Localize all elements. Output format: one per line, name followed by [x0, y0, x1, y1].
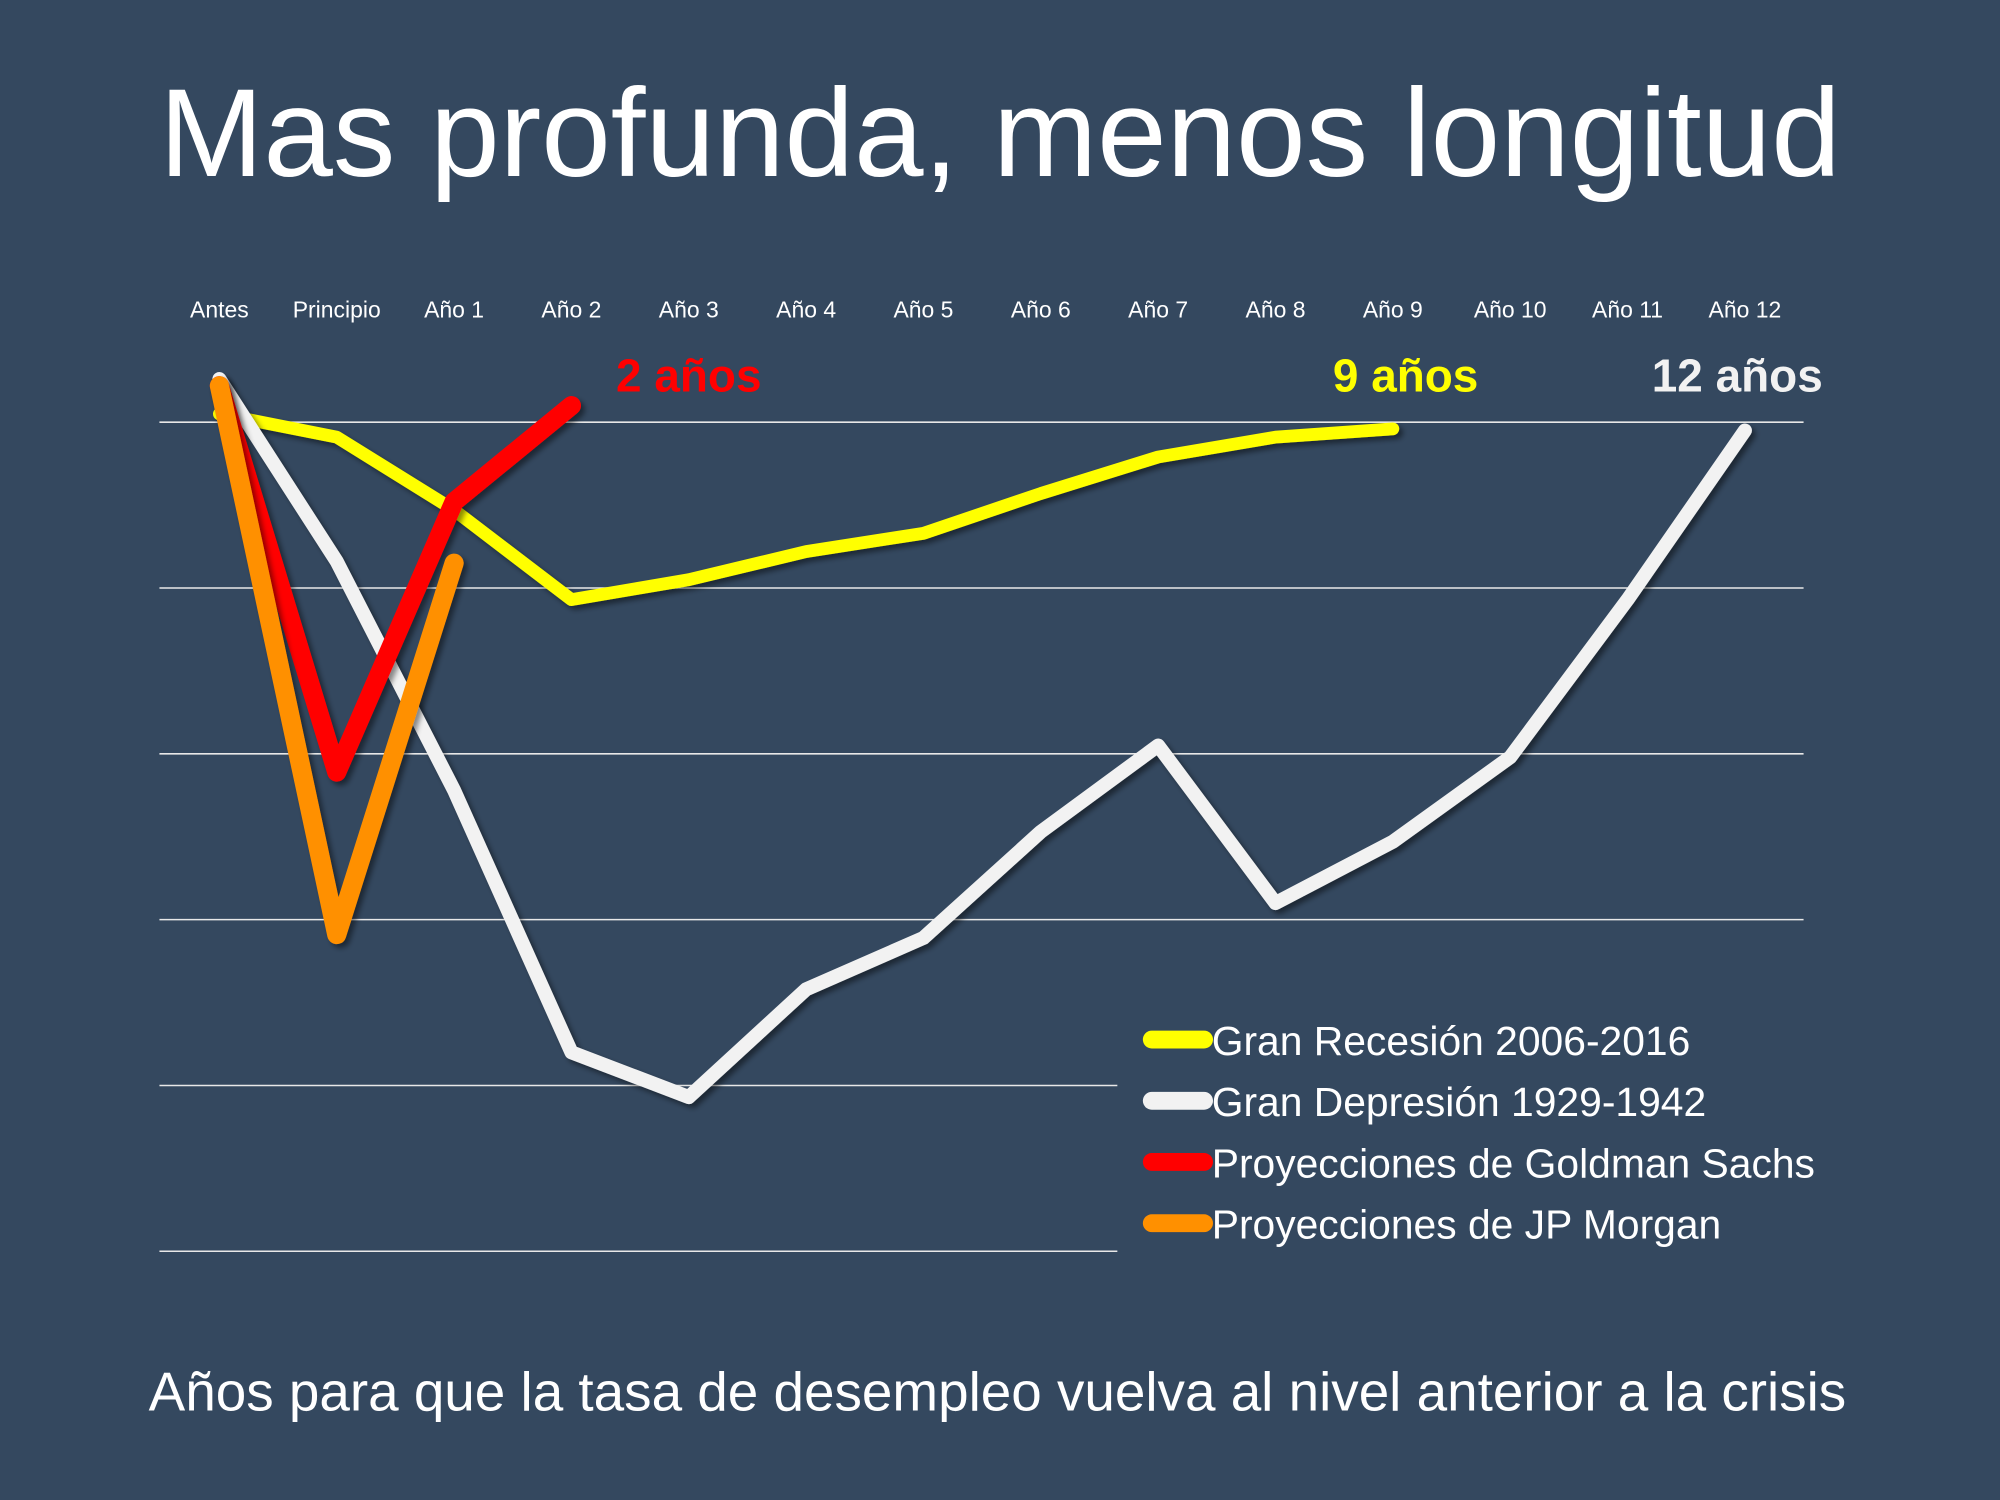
- legend-item: Proyecciones de JP Morgan: [1142, 1202, 1721, 1248]
- chart-title: Mas profunda, menos longitud: [159, 64, 1841, 203]
- series-line-3: [209, 376, 581, 782]
- x-tick-label: Año 6: [1011, 297, 1071, 323]
- legend-label: Gran Depresión 1929-1942: [1212, 1079, 1706, 1125]
- x-tick-label: Antes: [190, 297, 249, 323]
- x-tick-label: Año 7: [1128, 297, 1188, 323]
- legend-label: Proyecciones de Goldman Sachs: [1212, 1140, 1815, 1186]
- x-tick-label: Año 8: [1246, 297, 1306, 323]
- legend-label: Proyecciones de JP Morgan: [1212, 1202, 1721, 1248]
- series-line-1: [213, 407, 1400, 606]
- x-axis-label: Años para que la tasa de desempleo vuelv…: [149, 1361, 1847, 1423]
- annotation-label: 2 años: [616, 350, 761, 402]
- series-line-2: [212, 372, 1752, 1105]
- annotation-label: 12 años: [1652, 350, 1823, 402]
- x-tick-labels: Antes Principio Año 1 Año 2 Año 3 Año 4 Año 5 A…: [190, 297, 1781, 323]
- x-tick-label: Año 9: [1363, 297, 1423, 323]
- series-line-4: [209, 376, 464, 945]
- x-tick-label: Año 1: [424, 297, 484, 323]
- legend-item: Gran Depresión 1929-1942: [1142, 1079, 1706, 1125]
- series-lines: [209, 372, 1752, 1105]
- x-tick-label: Año 11: [1592, 297, 1663, 323]
- legend-item: Proyecciones de Goldman Sachs: [1142, 1140, 1815, 1186]
- x-tick-label: Año 5: [893, 297, 953, 323]
- legend-label: Gran Recesión 2006-2016: [1212, 1018, 1691, 1064]
- x-tick-label: Año 10: [1474, 297, 1547, 323]
- x-tick-label: Año 2: [541, 297, 601, 323]
- x-tick-label: Año 4: [776, 297, 836, 323]
- annotation-label: 9 años: [1333, 350, 1478, 402]
- x-tick-label: Año 12: [1709, 297, 1782, 323]
- x-tick-label: Principio: [293, 297, 381, 323]
- annotations: 2 años 9 años 12 años: [616, 350, 1823, 402]
- legend-item: Gran Recesión 2006-2016: [1142, 1018, 1691, 1064]
- legend: Gran Recesión 2006-2016 Gran Depresión 19…: [1142, 1018, 1815, 1248]
- x-tick-label: Año 3: [659, 297, 719, 323]
